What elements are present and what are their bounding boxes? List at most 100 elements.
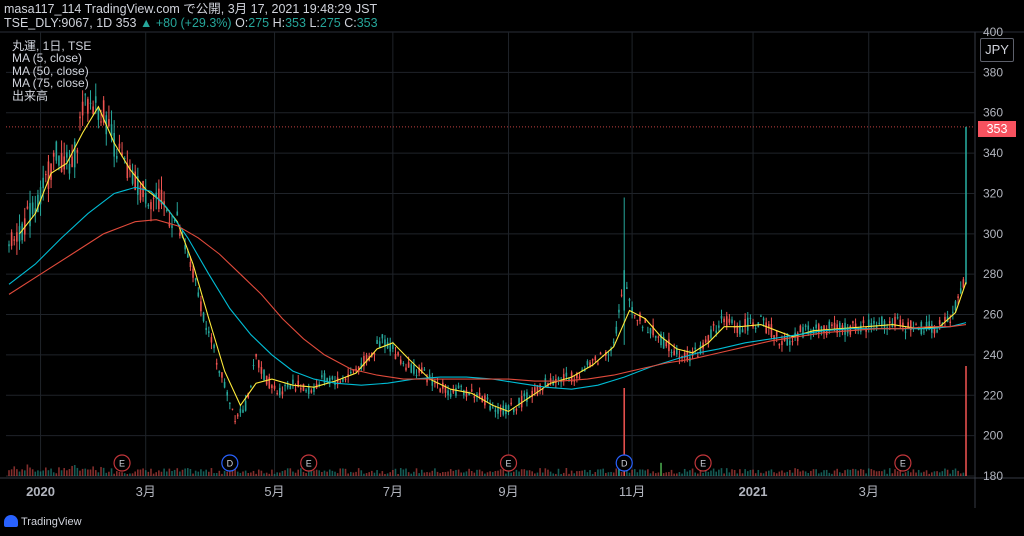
candle-body (925, 321, 928, 327)
volume-bar (45, 467, 47, 476)
candle-body (594, 356, 597, 361)
event-marker-label: E (306, 459, 312, 469)
volume-bar (323, 470, 326, 476)
volume-bar (888, 468, 891, 476)
volume-bar (381, 471, 384, 476)
candle-body (384, 339, 386, 347)
candle-body (697, 356, 699, 358)
candle-body (576, 373, 578, 379)
candle-body (420, 367, 423, 373)
volume-bar (242, 471, 244, 476)
candle-body (129, 165, 131, 170)
volume-bar (163, 468, 165, 476)
candle-body (536, 385, 539, 395)
price-chart[interactable]: 180 200 220 240 260 280 300 320 340 360 380 400 2020… (0, 0, 1024, 508)
candle-body (568, 377, 570, 381)
volume-bar (597, 469, 599, 476)
volume-bar (668, 471, 670, 476)
volume-bar (110, 468, 113, 476)
candle-body (886, 327, 888, 329)
earnings-marker (694, 454, 712, 472)
candle-body (636, 319, 639, 321)
candle-body (402, 362, 405, 364)
candle-body (626, 287, 628, 289)
volume-bar (778, 471, 781, 476)
candle-body (765, 322, 767, 333)
tradingview-logo[interactable]: TradingView (4, 515, 82, 529)
candle-body (807, 325, 810, 330)
volume-bar (431, 470, 434, 476)
candle-body (242, 409, 244, 413)
volume-bar (281, 471, 284, 476)
volume-bar (568, 473, 570, 476)
candle-body (252, 365, 255, 367)
volume-bar (802, 470, 804, 476)
volume-bar (623, 388, 626, 476)
candle-body (66, 152, 68, 158)
candle-body (94, 96, 97, 103)
volume-bar (457, 469, 460, 476)
volume-bar (949, 473, 952, 476)
symbol-info: TSE_DLY:9067, 1D 353 (4, 16, 137, 30)
volume-bar (436, 471, 439, 476)
volume-bar (933, 471, 936, 476)
volume-bar (607, 472, 610, 476)
volume-bar (591, 473, 594, 476)
candle-body (376, 339, 378, 344)
candle-body (268, 377, 271, 389)
tradingview-icon (4, 515, 18, 527)
volume-bar (39, 471, 42, 476)
volume-bar (515, 469, 518, 476)
candle-body (213, 344, 215, 349)
candle-body (668, 339, 670, 352)
volume-bar (410, 473, 413, 476)
volume-bar (481, 471, 484, 476)
volume-bar (620, 472, 623, 476)
volume-bar (452, 470, 455, 476)
candle-body (184, 245, 186, 250)
volume-bar (654, 473, 657, 476)
candle-body (581, 369, 583, 371)
legend-ma50[interactable]: MA (50, close) (12, 63, 89, 78)
candle-body (933, 327, 936, 334)
candle-body (515, 408, 518, 411)
volume-bar (34, 471, 37, 476)
candle-body (909, 320, 912, 331)
volume-bar (463, 472, 465, 476)
candle-body (84, 94, 87, 96)
candle-body (155, 192, 158, 198)
legend-ma5[interactable]: MA (5, close) (12, 51, 83, 66)
candle-body (873, 320, 875, 324)
candle-body (102, 100, 105, 123)
event-marker-label: D (621, 459, 628, 469)
legend-ma75[interactable]: MA (75, close) (12, 76, 89, 91)
candle-body (944, 316, 946, 322)
volume-bar (686, 471, 689, 476)
candle-body (89, 102, 92, 104)
candle-body (236, 414, 239, 417)
candle-body (938, 320, 941, 325)
volume-bar (63, 468, 66, 476)
legend-volume[interactable]: 出来高 (12, 88, 49, 103)
candle-body (912, 326, 915, 328)
volume-bar (250, 472, 252, 476)
volume-bar (13, 466, 16, 476)
candle-body (189, 261, 192, 268)
volume-bar (152, 473, 155, 476)
volume-bar (499, 469, 502, 476)
volume-bar (870, 469, 873, 476)
volume-bar (560, 473, 562, 476)
price-tick-label: 260 (983, 308, 1003, 322)
candle-body (418, 367, 420, 373)
legend-symbol[interactable]: 丸運, 1日, TSE (12, 39, 92, 53)
candle-body (250, 386, 252, 388)
candle-body (255, 353, 257, 357)
volume-bar (468, 468, 470, 476)
volume-bar (697, 473, 699, 476)
candle-body (675, 347, 678, 355)
volume-bar (925, 470, 928, 476)
volume-bar (336, 473, 339, 476)
currency-button[interactable]: JPY (980, 38, 1014, 62)
candle-body (449, 393, 452, 397)
close-value: 353 (356, 16, 378, 30)
